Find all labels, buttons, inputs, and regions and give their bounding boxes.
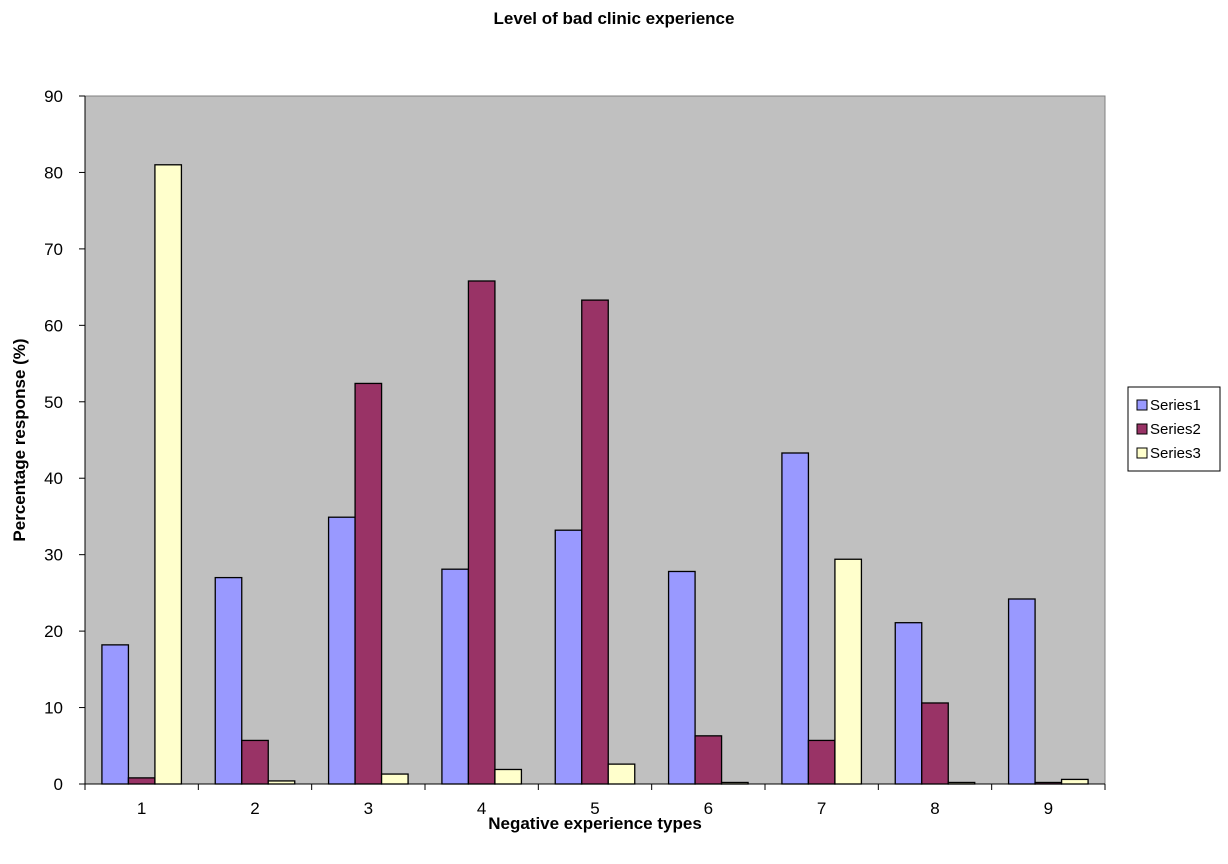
x-tick-label: 8 bbox=[930, 799, 939, 818]
legend-swatch-series1 bbox=[1136, 399, 1148, 411]
y-tick-label: 70 bbox=[44, 240, 63, 259]
bar-series2-cat-2 bbox=[241, 739, 269, 785]
bar-series1-cat-4 bbox=[441, 568, 470, 785]
x-tick-label: 6 bbox=[704, 799, 713, 818]
y-tick-label: 40 bbox=[44, 469, 63, 488]
x-tick-label: 5 bbox=[590, 799, 599, 818]
bar-series1-cat-7 bbox=[781, 452, 810, 785]
x-axis-title: Negative experience types bbox=[488, 814, 702, 833]
chart-title: Level of bad clinic experience bbox=[494, 9, 735, 28]
x-tick-label: 7 bbox=[817, 799, 826, 818]
bar-series3-cat-7 bbox=[834, 558, 863, 785]
bar-series2-cat-8 bbox=[921, 702, 949, 785]
y-tick-label: 90 bbox=[44, 87, 63, 106]
bar-series3-cat-4 bbox=[494, 768, 523, 785]
legend-label-series1: Series1 bbox=[1150, 397, 1201, 414]
y-tick-label: 50 bbox=[44, 393, 63, 412]
y-tick-label: 0 bbox=[54, 775, 63, 794]
bars-group bbox=[101, 164, 1089, 785]
bar-series1-cat-5 bbox=[554, 529, 583, 785]
x-tick-label: 9 bbox=[1044, 799, 1053, 818]
bar-series2-cat-6 bbox=[694, 735, 723, 785]
bar-series2-cat-7 bbox=[807, 739, 836, 785]
legend: Series1 Series2 Series3 bbox=[1127, 386, 1221, 472]
legend-label-series3: Series3 bbox=[1150, 445, 1201, 462]
x-tick-label: 4 bbox=[477, 799, 486, 818]
bar-series1-cat-1 bbox=[101, 644, 130, 785]
bar-series1-cat-6 bbox=[667, 570, 696, 785]
y-tick-label: 10 bbox=[44, 699, 63, 718]
y-tick-label: 30 bbox=[44, 546, 63, 565]
bar-series3-cat-3 bbox=[380, 773, 409, 785]
legend-swatch-series2 bbox=[1136, 423, 1148, 435]
bar-series3-cat-1 bbox=[154, 164, 183, 785]
bar-series2-cat-5 bbox=[581, 299, 609, 785]
axes-group: 0 10 20 30 40 50 60 70 80 90 1 2 3 4 5 6 7 8 9 bbox=[44, 87, 1106, 818]
legend-swatch-series3 bbox=[1136, 447, 1148, 459]
bar-series1-cat-3 bbox=[327, 516, 356, 785]
bar-series2-cat-1 bbox=[127, 777, 156, 785]
x-tick-label: 1 bbox=[137, 799, 146, 818]
bar-series2-cat-3 bbox=[354, 382, 383, 785]
legend-label-series2: Series2 bbox=[1150, 421, 1201, 438]
bar-series3-cat-5 bbox=[607, 763, 636, 785]
bar-series1-cat-2 bbox=[214, 576, 243, 785]
bar-series1-cat-8 bbox=[894, 622, 923, 785]
y-tick-label: 60 bbox=[44, 316, 63, 335]
bar-series3-cat-9 bbox=[1060, 778, 1089, 785]
y-tick-label: 20 bbox=[44, 622, 63, 641]
y-tick-label: 80 bbox=[44, 163, 63, 182]
y-axis-title: Percentage response (%) bbox=[10, 338, 29, 541]
bar-series2-cat-4 bbox=[467, 280, 496, 785]
x-tick-label: 2 bbox=[250, 799, 259, 818]
bar-series1-cat-9 bbox=[1007, 598, 1036, 785]
x-tick-label: 3 bbox=[364, 799, 373, 818]
